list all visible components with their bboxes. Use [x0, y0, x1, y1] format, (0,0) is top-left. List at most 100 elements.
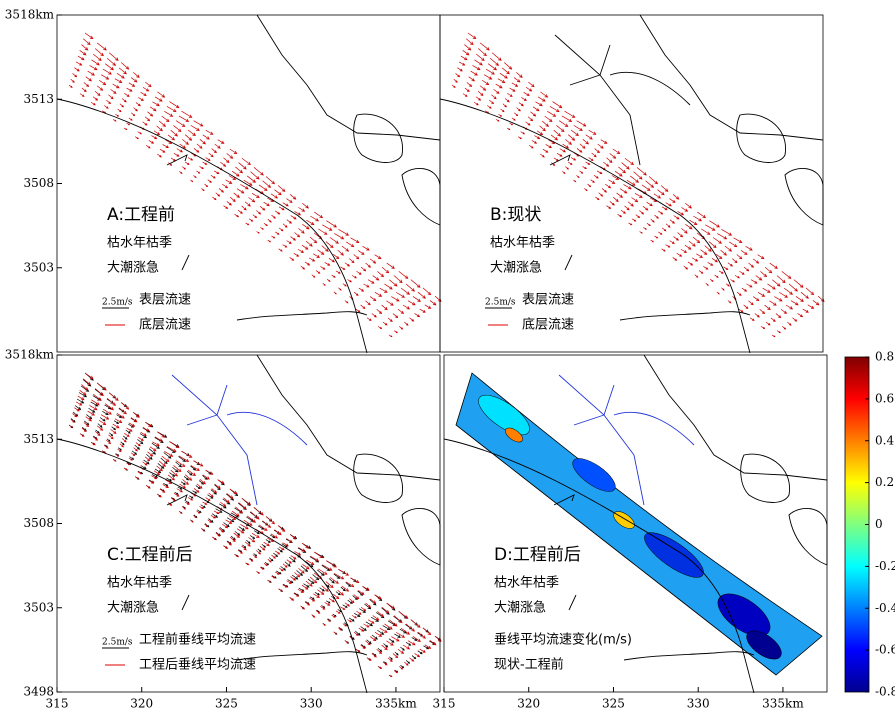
vector-arrow: [717, 233, 726, 239]
vector-arrow: [138, 132, 142, 134]
vector-arrow: [69, 425, 72, 427]
vector-arrow: [673, 257, 677, 260]
vector-arrow: [275, 211, 279, 214]
vector-arrow: [389, 620, 397, 626]
vector-arrow: [726, 284, 729, 286]
vector-arrow: [382, 267, 389, 273]
vector-arrow: [625, 158, 633, 164]
vector-arrow: [411, 620, 420, 628]
channel-lines: [172, 375, 307, 505]
legend-label: 表层流速: [139, 293, 191, 308]
x-tick-label: 320: [517, 697, 540, 711]
vector-arrow: [396, 292, 404, 297]
vector-arrow: [194, 461, 203, 466]
vector-arrow: [559, 121, 568, 127]
vector-arrow: [655, 215, 659, 218]
vector-arrow: [649, 177, 657, 184]
vector-arrow: [129, 118, 132, 120]
vector-arrow: [761, 326, 765, 328]
panel-note: 枯水年枯季: [107, 576, 172, 591]
vector-arrow: [151, 136, 156, 139]
vector-arrow: [568, 162, 572, 164]
vector-arrow: [113, 84, 119, 88]
vector-arrow: [758, 292, 765, 296]
vector-arrow: [282, 544, 288, 547]
vector-arrow: [197, 484, 202, 488]
vector-arrow: [314, 552, 322, 558]
vector-arrow: [806, 288, 814, 295]
vector-arrow: [666, 203, 671, 206]
panel-note: 大潮涨急: [494, 601, 546, 616]
x-tick-label: 330: [300, 697, 323, 711]
vector-arrow: [363, 624, 368, 627]
vector-arrow: [746, 246, 753, 250]
vector-arrow: [674, 216, 679, 219]
vector-arrow: [171, 130, 178, 136]
vector-arrow: [363, 246, 370, 250]
vector-arrow: [222, 184, 227, 188]
vector-arrow: [519, 103, 523, 106]
vector-arrow: [93, 97, 97, 100]
channel-lines: [555, 35, 690, 165]
vector-arrow: [275, 232, 279, 234]
vector-arrow: [129, 83, 135, 87]
vector-arrow: [484, 75, 492, 79]
vector-arrow: [301, 606, 305, 609]
vector-arrow: [191, 125, 199, 130]
vector-arrow: [387, 603, 395, 608]
vector-arrow: [380, 628, 387, 632]
vector-arrow: [384, 624, 392, 629]
vector-arrow: [78, 56, 84, 60]
vector-arrow: [302, 543, 308, 548]
vector-arrow: [512, 118, 515, 120]
vector-arrow: [309, 258, 314, 261]
vector-arrow: [394, 331, 397, 333]
vector-arrow: [673, 194, 679, 199]
colorbar-tick-label: 0.2: [875, 475, 894, 489]
vector-arrow: [383, 643, 387, 647]
vector-arrow: [632, 219, 636, 221]
vector-arrow: [734, 238, 742, 243]
vector-arrow: [366, 263, 371, 267]
vector-arrow: [159, 121, 165, 126]
legend-label: 底层流速: [139, 317, 191, 333]
vector-arrow: [494, 89, 499, 93]
vector-arrow: [238, 210, 242, 213]
vector-arrow: [767, 284, 775, 289]
vector-arrow: [347, 280, 351, 282]
vector-arrow: [386, 301, 393, 305]
vector-arrow: [394, 616, 402, 623]
vector-arrow: [254, 167, 263, 175]
vector-arrow: [298, 207, 304, 211]
vector-arrow: [681, 207, 687, 211]
vector-arrow: [80, 94, 84, 97]
vector-arrow: [326, 221, 336, 227]
vector-arrow: [468, 33, 476, 39]
vector-arrow: [352, 275, 356, 278]
vector-arrow: [607, 158, 612, 163]
vector-arrow: [794, 280, 803, 288]
vector-arrow: [395, 652, 398, 655]
vector-arrow: [136, 443, 140, 446]
vector-arrow: [268, 559, 271, 562]
vector-arrow: [367, 658, 371, 661]
vector-arrow: [246, 223, 249, 225]
vector-arrow: [560, 149, 566, 152]
vector-arrow: [401, 665, 404, 667]
vector-arrow: [365, 641, 370, 645]
vector-arrow: [377, 309, 382, 313]
vector-arrow: [507, 128, 510, 130]
vector-arrow: [266, 517, 274, 524]
vector-arrow: [584, 188, 587, 190]
vector-arrow: [242, 498, 250, 504]
vector-arrow: [279, 568, 283, 571]
vector-arrow: [119, 408, 126, 414]
vector-arrow: [510, 123, 513, 125]
vector-arrow: [334, 632, 336, 634]
vector-arrow: [529, 145, 533, 148]
vector-arrow: [266, 177, 274, 184]
vector-arrow: [357, 611, 362, 614]
vector-arrow: [235, 167, 242, 173]
vector-arrow: [423, 288, 431, 295]
